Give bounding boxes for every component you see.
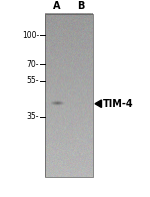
Text: A: A bbox=[53, 1, 61, 11]
Text: TIM-4: TIM-4 bbox=[103, 99, 134, 109]
Text: 70-: 70- bbox=[27, 60, 39, 69]
Polygon shape bbox=[95, 100, 102, 108]
Text: 35-: 35- bbox=[27, 112, 39, 121]
Text: B: B bbox=[77, 1, 85, 11]
Bar bbox=[45, 14, 93, 177]
Text: 55-: 55- bbox=[27, 76, 39, 85]
Text: 100-: 100- bbox=[22, 31, 39, 40]
